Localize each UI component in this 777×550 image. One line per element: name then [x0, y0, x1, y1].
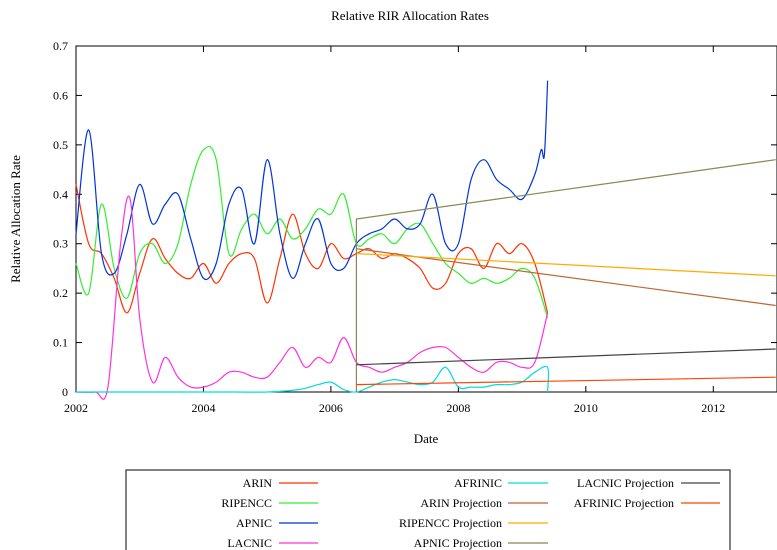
- legend: ARIN RIPENCC APNIC LACNIC AFRINIC ARIN Projec…: [221, 476, 720, 550]
- x-tick-label: 2006: [319, 401, 343, 415]
- series-line-arin: [75, 184, 549, 314]
- plot-frame: [75, 45, 777, 393]
- legend-label-arin: ARIN: [243, 476, 273, 490]
- x-axis: 2002 2004 2006 2008 2010 2012: [64, 46, 725, 415]
- legend-label-ripencc: RIPENCC: [221, 496, 272, 510]
- x-tick-label: 2004: [191, 401, 215, 415]
- series-line-ripencc-projection: [356, 253, 776, 277]
- y-tick-label: 0.3: [53, 237, 68, 251]
- legend-label-afrinic-projection: AFRINIC Projection: [574, 496, 674, 510]
- x-tick-label: 2008: [446, 401, 470, 415]
- series-line-arin-projection: [356, 248, 776, 307]
- x-tick-label: 2002: [64, 401, 88, 415]
- series-line-apnic-projection: [355, 159, 776, 392]
- legend-label-apnic: APNIC: [236, 516, 272, 530]
- series-line-ripencc: [75, 145, 549, 319]
- legend-label-apnic-projection: APNIC Projection: [414, 536, 502, 550]
- y-axis: 0 0.1 0.2 0.3 0.4 0.5 0.6 0.7: [53, 39, 777, 399]
- y-tick-label: 0: [62, 385, 68, 399]
- legend-box: [125, 469, 731, 550]
- legend-label-lacnic-projection: LACNIC Projection: [577, 476, 674, 490]
- x-tick-label: 2010: [574, 401, 598, 415]
- y-tick-label: 0.5: [53, 138, 68, 152]
- legend-label-arin-projection: ARIN Projection: [420, 496, 502, 510]
- y-tick-label: 0.2: [53, 286, 68, 300]
- x-tick-label: 2012: [701, 401, 725, 415]
- series-line-afrinic: [76, 365, 550, 393]
- legend-label-lacnic: LACNIC: [227, 536, 272, 550]
- y-tick-label: 0.6: [53, 88, 68, 102]
- y-axis-title: Relative Allocation Rate: [8, 155, 23, 283]
- y-tick-label: 0.4: [53, 187, 68, 201]
- y-tick-label: 0.7: [53, 39, 68, 53]
- series-layer: [75, 80, 776, 400]
- chart-title: Relative RIR Allocation Rates: [331, 8, 489, 23]
- series-line-lacnic: [75, 195, 549, 400]
- legend-label-afrinic: AFRINIC: [454, 476, 502, 490]
- series-line-afrinic-projection: [356, 376, 776, 386]
- x-axis-title: Date: [414, 431, 439, 446]
- series-line-lacnic-projection: [356, 348, 776, 366]
- legend-label-ripencc-projection: RIPENCC Projection: [399, 516, 502, 530]
- y-tick-label: 0.1: [53, 336, 68, 350]
- series-line-apnic: [75, 80, 549, 281]
